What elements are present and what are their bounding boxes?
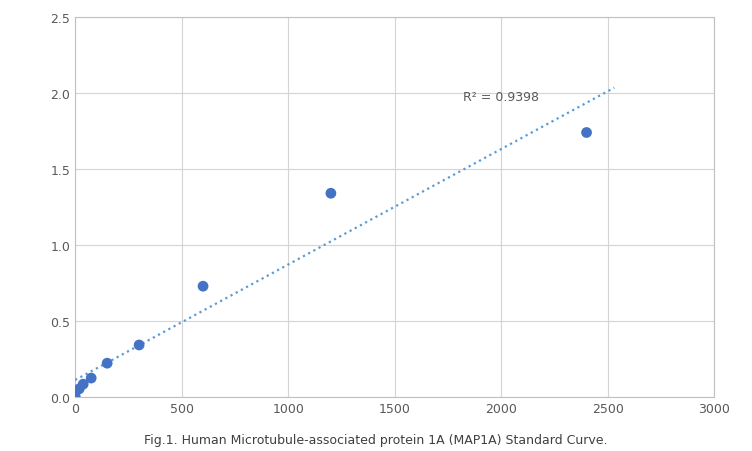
Point	[77, 381, 89, 388]
Point	[197, 283, 209, 290]
Text: Fig.1. Human Microtubule-associated protein 1A (MAP1A) Standard Curve.: Fig.1. Human Microtubule-associated prot…	[144, 433, 608, 446]
Point	[73, 386, 85, 393]
Point	[133, 341, 145, 349]
Point	[325, 190, 337, 198]
Text: R² = 0.9398: R² = 0.9398	[463, 90, 539, 103]
Point	[581, 129, 593, 137]
Point	[101, 360, 113, 367]
Point	[85, 375, 97, 382]
Point	[69, 393, 81, 400]
